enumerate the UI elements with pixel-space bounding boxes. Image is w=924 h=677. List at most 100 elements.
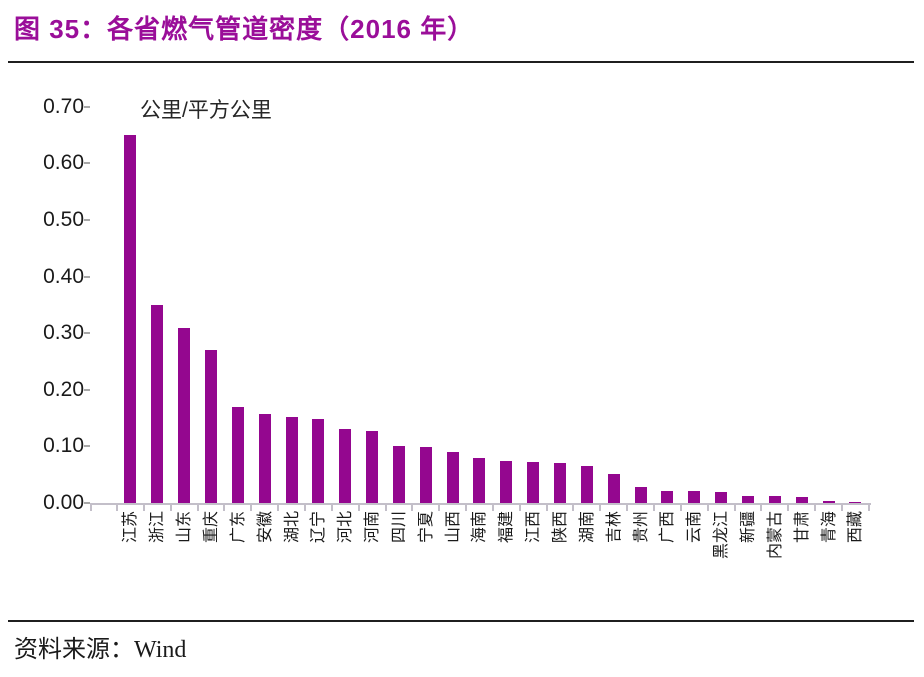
x-axis-category-label: 内蒙古: [766, 511, 784, 560]
x-axis-category-label: 湖南: [578, 511, 596, 544]
bar-陕西: [554, 463, 567, 503]
x-axis-category-label: 河南: [364, 511, 382, 544]
bar-重庆: [204, 350, 217, 503]
x-axis-category-label: 西藏: [847, 511, 865, 544]
x-axis-tick-mark: [679, 505, 682, 511]
y-axis-tick-label: 0.20: [43, 377, 84, 401]
x-axis-category-label: 海南: [471, 511, 489, 544]
y-axis-tick-mark: [84, 445, 90, 448]
bar-内蒙古: [768, 496, 781, 503]
x-axis-tick-mark: [545, 505, 548, 511]
x-axis-tick-mark: [787, 505, 790, 511]
top-divider: [8, 61, 914, 63]
x-axis-category-label: 四川: [390, 511, 408, 544]
chart-area: 公里/平方公里 0.00 0.10 0.20 0.30 0.40 0.50 0.60 0.70…: [0, 85, 924, 620]
x-axis-tick-mark: [572, 505, 575, 511]
x-axis-category-label: 青海: [820, 511, 838, 544]
x-axis-category-label: 广西: [659, 511, 677, 544]
x-axis-category-label: 浙江: [149, 511, 167, 544]
bar-云南: [688, 491, 701, 503]
x-axis-tick-mark: [706, 505, 709, 511]
y-axis-tick-mark: [84, 388, 90, 391]
x-axis-tick-mark: [223, 505, 226, 511]
bar-江苏: [124, 135, 137, 503]
figure-title: 图 35：各省燃气管道密度（2016 年）: [14, 14, 475, 44]
bar-湖北: [285, 417, 298, 503]
bar-河北: [339, 429, 352, 503]
bar-青海: [822, 501, 835, 503]
x-axis-category-label: 辽宁: [310, 511, 328, 544]
x-axis-tick-mark: [169, 505, 172, 511]
x-axis-tick-mark: [653, 505, 655, 511]
bar-甘肃: [795, 497, 808, 503]
x-axis-tick-mark: [330, 505, 333, 511]
x-axis-category-label: 湖北: [283, 511, 301, 544]
x-axis-tick-mark: [116, 505, 118, 511]
x-axis-category-label: 山东: [176, 511, 194, 544]
bar-海南: [473, 458, 486, 503]
x-axis-tick-mark: [438, 505, 441, 511]
bar-广东: [231, 407, 244, 503]
bar-河南: [366, 431, 379, 503]
y-axis-tick-label: 0.40: [43, 264, 84, 288]
x-axis-category-label: 宁夏: [417, 511, 435, 544]
x-axis-category-label: 江西: [525, 511, 543, 544]
x-axis-tick-mark: [626, 505, 629, 511]
x-axis-tick-mark: [867, 505, 870, 511]
x-axis-category-label: 吉林: [605, 511, 623, 544]
x-axis-tick-mark: [760, 505, 763, 511]
bar-四川: [392, 446, 405, 503]
x-axis-category-label: 安徽: [256, 511, 274, 544]
source-note: 资料来源：Wind: [14, 637, 187, 663]
y-axis-tick-label: 0.50: [43, 208, 84, 231]
x-axis-tick-mark: [599, 505, 602, 511]
x-axis-category-label: 新疆: [739, 511, 757, 544]
x-axis-category-label: 河北: [337, 511, 355, 544]
x-axis-tick-mark: [384, 505, 387, 511]
y-axis-tick-mark: [84, 275, 90, 278]
y-axis-tick-label: 0.10: [43, 434, 84, 458]
x-axis-tick-mark: [465, 505, 468, 511]
y-axis-tick-mark: [84, 219, 90, 221]
x-axis-tick-mark: [357, 505, 360, 511]
x-axis-line: [90, 503, 871, 505]
bar-广西: [661, 491, 674, 503]
y-axis-tick-mark: [84, 105, 90, 108]
bar-浙江: [151, 305, 164, 503]
bar-黑龙江: [715, 492, 728, 503]
bar-辽宁: [312, 419, 325, 503]
y-axis-tick-mark: [84, 502, 90, 504]
x-axis-tick-mark: [518, 505, 521, 511]
bar-江西: [527, 462, 540, 503]
x-axis-category-label: 甘肃: [793, 511, 811, 544]
x-axis-category-label: 山西: [444, 511, 462, 544]
x-axis-tick-mark: [733, 505, 736, 511]
x-axis-tick-mark: [142, 505, 145, 511]
y-axis-tick-label: 0.30: [43, 321, 84, 345]
x-axis-tick-mark: [840, 505, 843, 511]
bar-宁夏: [419, 447, 432, 503]
bar-安徽: [258, 414, 271, 503]
bar-贵州: [634, 487, 647, 503]
bar-新疆: [741, 496, 754, 503]
bar-福建: [500, 461, 513, 503]
bar-吉林: [607, 474, 620, 503]
bar-山西: [446, 452, 459, 503]
x-axis-tick-mark: [814, 505, 817, 511]
x-axis-tick-mark: [411, 505, 414, 511]
bar-山东: [178, 328, 191, 503]
x-axis-tick-mark: [90, 505, 92, 511]
x-axis-tick-mark: [277, 505, 280, 511]
bar-西藏: [849, 502, 862, 503]
y-axis-tick-mark: [84, 162, 90, 165]
x-axis-category-label: 黑龙江: [713, 511, 731, 560]
y-axis-tick-label: 0.70: [43, 94, 84, 118]
y-axis-tick-label: 0.60: [43, 151, 84, 175]
x-axis-tick-mark: [250, 505, 253, 511]
x-axis-category-label: 贵州: [632, 511, 650, 544]
x-axis-tick-mark: [303, 505, 306, 511]
y-axis-unit-label: 公里/平方公里: [140, 99, 272, 122]
x-axis-tick-mark: [196, 505, 199, 511]
bar-湖南: [580, 466, 593, 503]
